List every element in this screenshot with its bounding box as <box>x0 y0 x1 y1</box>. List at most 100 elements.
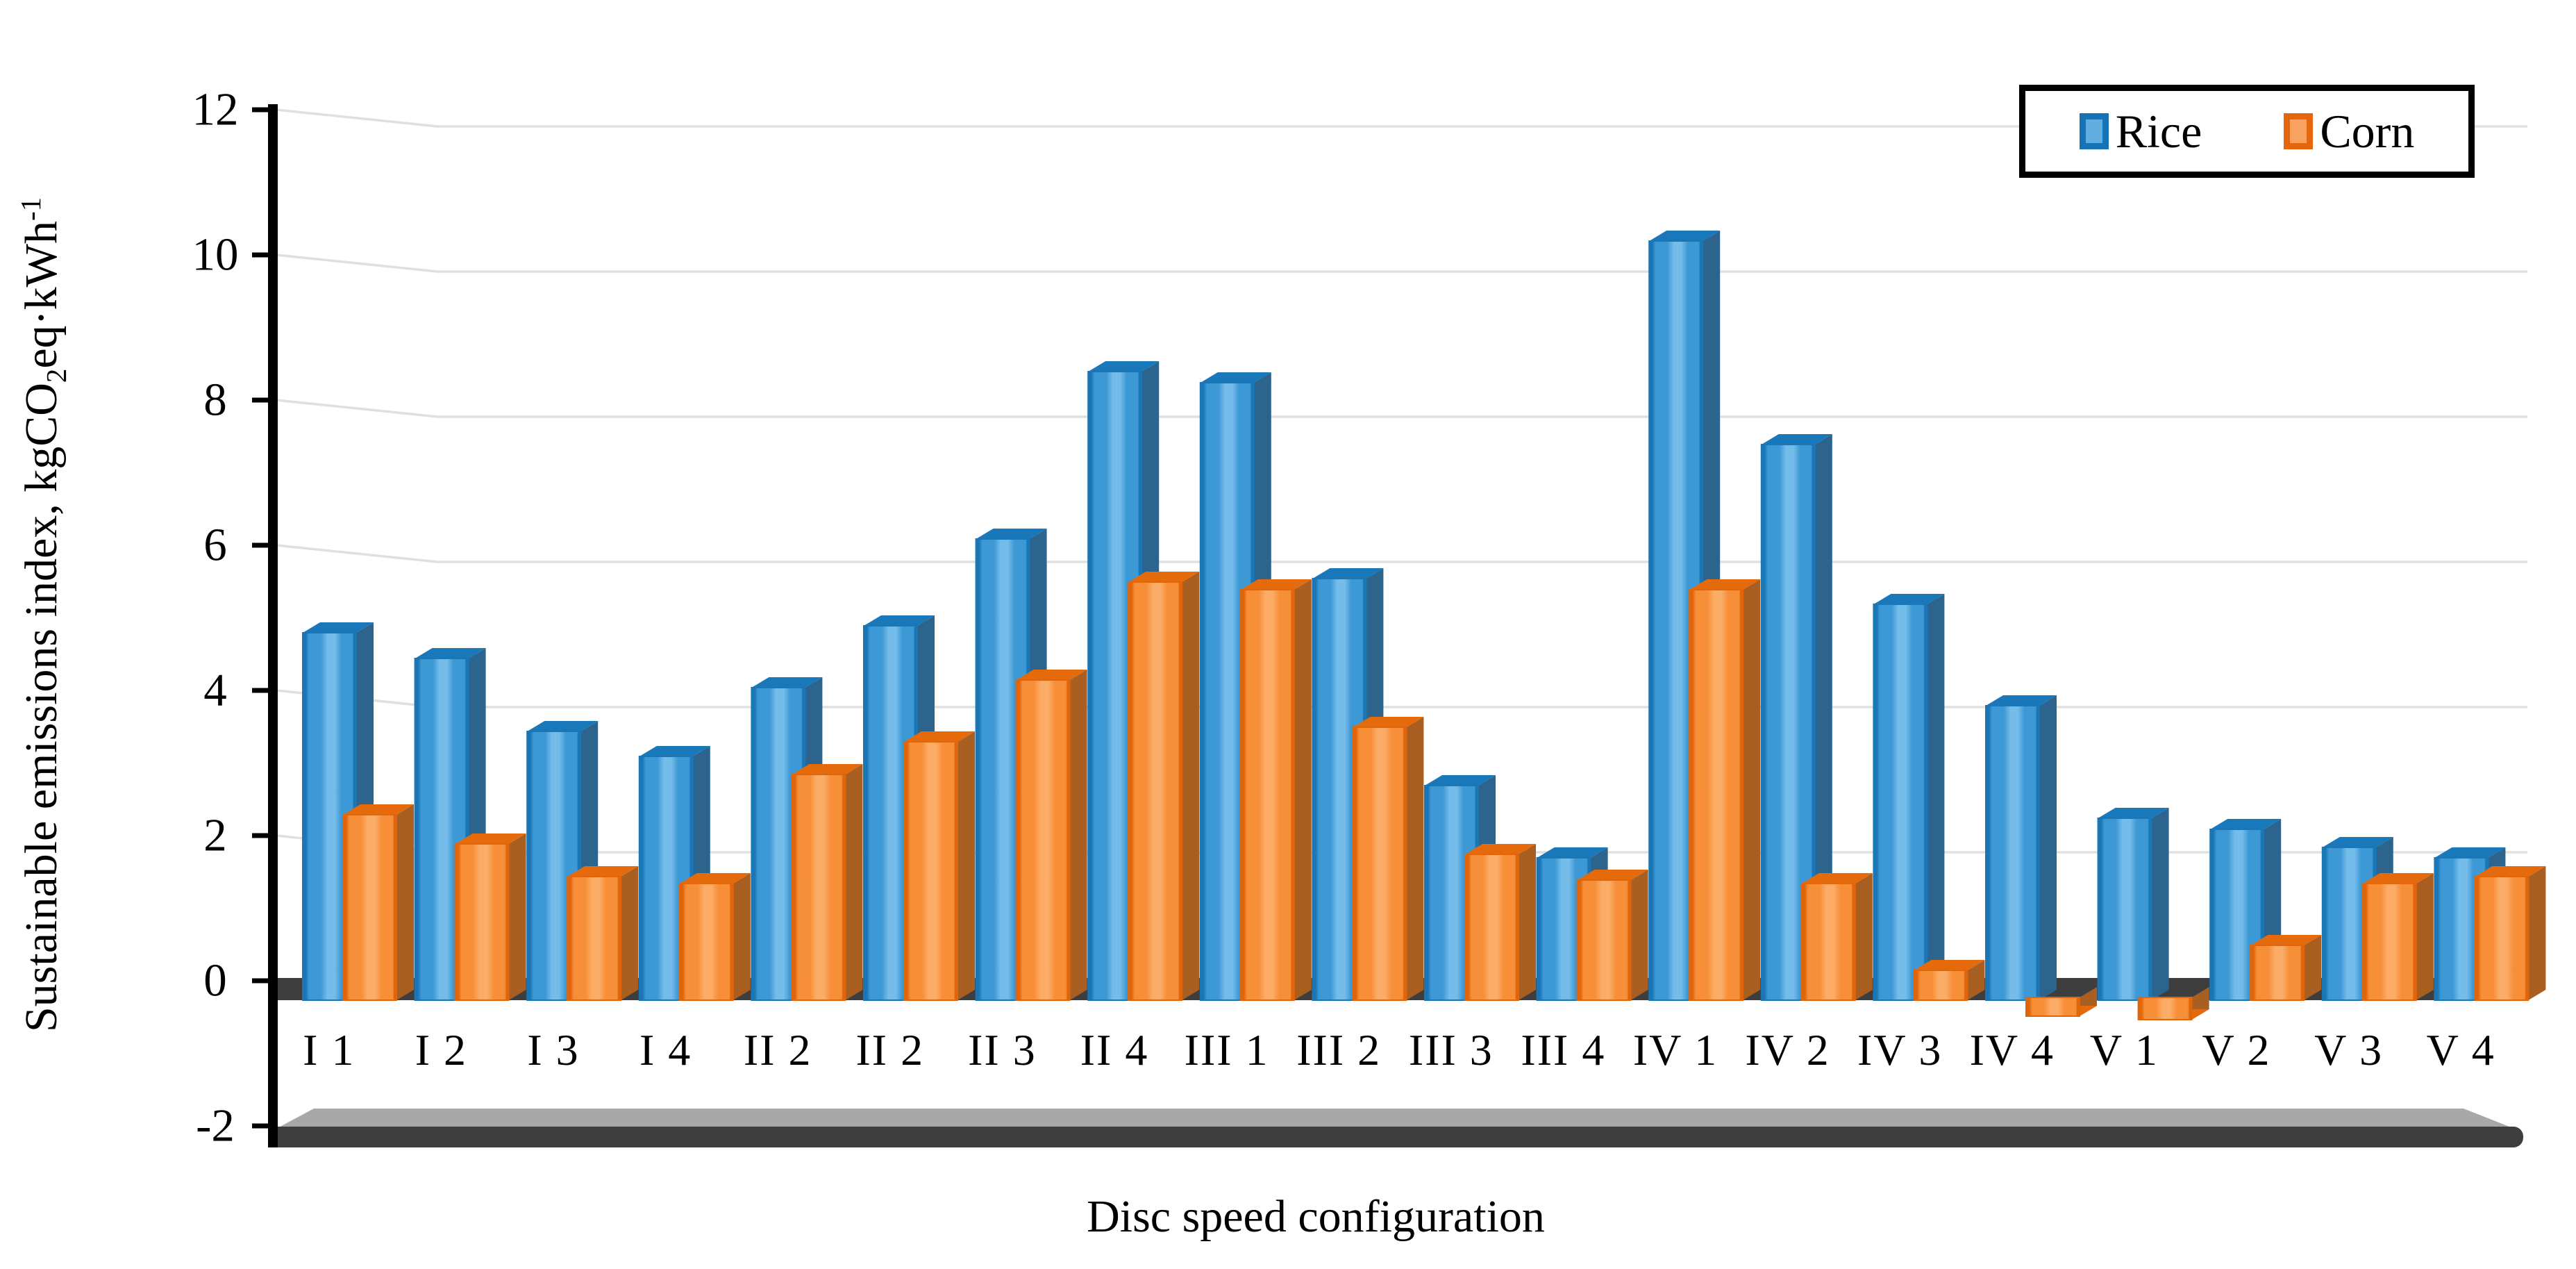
y-axis-tick <box>252 688 273 693</box>
bar-corn-17-front-face <box>2250 945 2305 1001</box>
bar-corn-10-side-face <box>1519 844 1536 1000</box>
y-axis-title: Sustainable emissions index, kgCO2eq·kWh… <box>15 197 73 1033</box>
x-category-label: III 3 <box>1408 1025 1494 1075</box>
y-tick-label: 4 <box>203 664 227 716</box>
bar-corn-19-side-face <box>2528 866 2546 1000</box>
x-category-label: IV 2 <box>1745 1025 1830 1075</box>
bar-rice-11-cap-face <box>1537 847 1608 858</box>
bar-corn-19-front-face <box>2474 876 2529 1001</box>
legend-label-rice: Rice <box>2115 105 2202 158</box>
bar-rice-16-cap-face <box>2098 808 2169 818</box>
x-category-label: V 2 <box>2202 1025 2271 1075</box>
y-tick-label: 12 <box>192 83 239 135</box>
bar-corn-9-side-face <box>1406 717 1424 1000</box>
y-tick-label: 10 <box>192 229 239 281</box>
x-axis-title: Disc speed configuration <box>1087 1191 1545 1242</box>
bar-corn-13-front-face <box>1800 883 1856 1001</box>
floor-front-edge <box>268 1127 2523 1147</box>
bar-rice-4-cap-face <box>751 677 823 688</box>
x-category-label: V 4 <box>2426 1025 2495 1075</box>
y-axis-tick <box>252 1123 273 1129</box>
y-axis-title-subscript: 2 <box>41 368 73 383</box>
x-category-label: II 4 <box>1080 1025 1149 1075</box>
bar-rice-0-cap-face <box>303 622 374 633</box>
bar-rice-15-cap-face <box>1986 695 2057 706</box>
bar-rice-13-side-face <box>1814 434 1832 1000</box>
y-axis-tick <box>252 107 273 113</box>
bar-rice-19-cap-face <box>2434 847 2506 858</box>
bar-corn-4-front-face <box>791 774 846 1001</box>
bar-corn-7-side-face <box>1182 572 1200 1000</box>
bar-corn-11-cap-face <box>1577 870 1648 880</box>
bar-corn-17-cap-face <box>2250 935 2322 945</box>
bar-corn-7-cap-face <box>1128 572 1200 582</box>
x-category-label: II 3 <box>968 1025 1037 1075</box>
x-category-label: I 2 <box>415 1025 468 1075</box>
y-axis-tick <box>252 978 273 984</box>
y-tick-label: 6 <box>203 519 227 571</box>
bar-rice-14-cap-face <box>1873 594 1945 604</box>
y-axis-title-text: Sustainable emissions index, kgCO <box>15 383 67 1033</box>
legend-box: Rice Corn <box>2019 85 2475 178</box>
bar-corn-2-front-face <box>567 876 622 1001</box>
bar-rice-15-side-face <box>2039 695 2057 1000</box>
y-axis-line <box>268 104 278 1147</box>
gridline <box>276 689 2527 708</box>
bar-corn-9-front-face <box>1352 727 1407 1001</box>
x-category-label: II 2 <box>743 1025 812 1075</box>
bar-corn-11-front-face <box>1576 879 1632 1001</box>
bar-corn-0-front-face <box>342 814 397 1001</box>
bar-corn-1-front-face <box>454 843 510 1001</box>
bar-corn-0-side-face <box>396 804 414 1000</box>
y-axis-tick <box>252 833 273 838</box>
x-category-label: IV 1 <box>1632 1025 1718 1075</box>
bar-corn-5-side-face <box>957 731 975 1000</box>
bar-corn-12-cap-face <box>1689 579 1761 590</box>
legend-item-rice: Rice <box>2079 105 2202 158</box>
bar-corn-3-front-face <box>678 883 734 1001</box>
bar-corn-11-side-face <box>1630 870 1648 1000</box>
bar-rice-9-cap-face <box>1312 568 1384 579</box>
x-category-label: II 2 <box>855 1025 925 1075</box>
x-category-label: III 1 <box>1184 1025 1269 1075</box>
gridline <box>276 399 2527 418</box>
gridline <box>276 254 2527 273</box>
bar-corn-8-front-face <box>1239 589 1295 1001</box>
bar-corn-6-cap-face <box>1016 670 1087 680</box>
bar-corn-1-side-face <box>508 833 526 1000</box>
bar-corn-18-side-face <box>2416 873 2434 1000</box>
y-tick-label: -2 <box>196 1100 235 1152</box>
x-category-label: V 1 <box>2089 1025 2159 1075</box>
x-category-label: I 4 <box>639 1025 692 1075</box>
bar-corn-12-front-face <box>1689 589 1744 1001</box>
bar-corn-1-cap-face <box>455 833 526 844</box>
x-category-label: I 1 <box>303 1025 356 1075</box>
bar-corn-6-side-face <box>1069 670 1087 1000</box>
bar-rice-14-side-face <box>1927 594 1945 1000</box>
bar-rice-16-front-face <box>2097 818 2152 1001</box>
bar-corn-5-front-face <box>903 741 958 1001</box>
bar-corn-13-side-face <box>1855 873 1873 1000</box>
bar-corn-3-cap-face <box>679 873 751 884</box>
bar-corn-17-side-face <box>2304 935 2322 1000</box>
bar-rice-18-cap-face <box>2322 837 2393 847</box>
y-axis-tick <box>252 397 273 403</box>
bar-rice-1-cap-face <box>415 648 486 658</box>
y-axis-title-superscript: -1 <box>15 197 47 222</box>
bar-corn-4-cap-face <box>792 764 863 774</box>
bar-rice-15-front-face <box>1985 705 2040 1001</box>
floor-top-face <box>275 1109 2516 1129</box>
bar-corn-8-cap-face <box>1240 579 1312 590</box>
y-tick-label: 8 <box>203 374 227 426</box>
bar-corn-14-front-face <box>1913 970 1968 1001</box>
bar-corn-2-side-face <box>621 866 639 1000</box>
bar-rice-8-cap-face <box>1200 372 1271 383</box>
bar-corn-10-front-face <box>1464 854 1519 1001</box>
bar-corn-2-cap-face <box>567 866 639 877</box>
bar-corn-16-front-face <box>2137 997 2193 1020</box>
bar-rice-7-cap-face <box>1088 361 1160 372</box>
gridline <box>276 544 2527 563</box>
y-tick-label: 2 <box>203 809 227 861</box>
y-axis-tick <box>252 252 273 258</box>
